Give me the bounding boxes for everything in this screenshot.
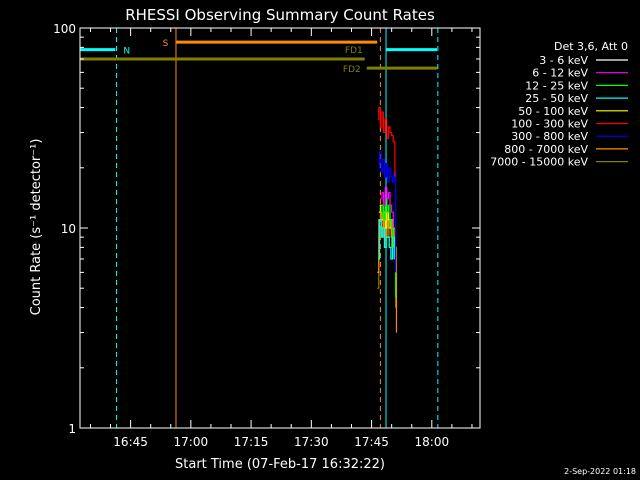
chart-title: RHESSI Observing Summary Count Rates	[125, 6, 435, 24]
series-line-3	[377, 219, 395, 260]
x-tick-label-5: 18:00	[415, 435, 450, 449]
x-axis-ticks: 16:45 17:00 17:15 17:30 17:45 18:00	[89, 28, 473, 449]
legend-label-6: 300 - 800 keV	[511, 130, 588, 143]
y-tick-label-2: 100	[53, 22, 76, 36]
x-tick-label-1: 17:00	[174, 435, 209, 449]
legend-label-7: 800 - 7000 keV	[504, 143, 588, 156]
y-tick-label-1: 10	[61, 222, 76, 236]
y-tick-label-0: 1	[68, 422, 76, 436]
series-line-1	[380, 186, 394, 228]
x-tick-label-4: 17:45	[354, 435, 389, 449]
legend-label-8: 7000 - 15000 keV	[490, 156, 588, 169]
state-bar-label-n: N	[123, 47, 130, 57]
series-line-5	[377, 106, 396, 177]
series-line-6	[377, 151, 397, 273]
state-bar-label-fd1: FD1	[345, 46, 363, 56]
plot-frame	[79, 27, 481, 429]
x-tick-label-2: 17:15	[234, 435, 269, 449]
legend-label-2: 12 - 25 keV	[525, 79, 588, 92]
state-bar-label-s: S	[163, 39, 169, 49]
state-bar-label-fd2: FD2	[343, 65, 361, 75]
footer-timestamp: 2-Sep-2022 01:18	[564, 467, 636, 476]
legend-label-0: 3 - 6 keV	[539, 54, 588, 67]
legend-label-5: 100 - 300 keV	[511, 118, 588, 131]
y-axis-ticks: 1 10 100	[53, 22, 480, 436]
series-lines	[377, 106, 398, 333]
y-axis-label: Count Rate (s⁻¹ detector⁻¹)	[29, 139, 44, 316]
legend-label-1: 6 - 12 keV	[532, 67, 588, 80]
legend-label-3: 25 - 50 keV	[525, 92, 588, 105]
x-tick-label-0: 16:45	[113, 435, 148, 449]
x-axis-label: Start Time (07-Feb-17 16:32:22)	[175, 457, 385, 472]
x-tick-label-3: 17:30	[294, 435, 329, 449]
legend-header: Det 3,6, Att 0	[554, 40, 628, 53]
legend-label-4: 50 - 100 keV	[518, 105, 588, 118]
state-bars: N S FD1 FD2	[80, 39, 438, 75]
